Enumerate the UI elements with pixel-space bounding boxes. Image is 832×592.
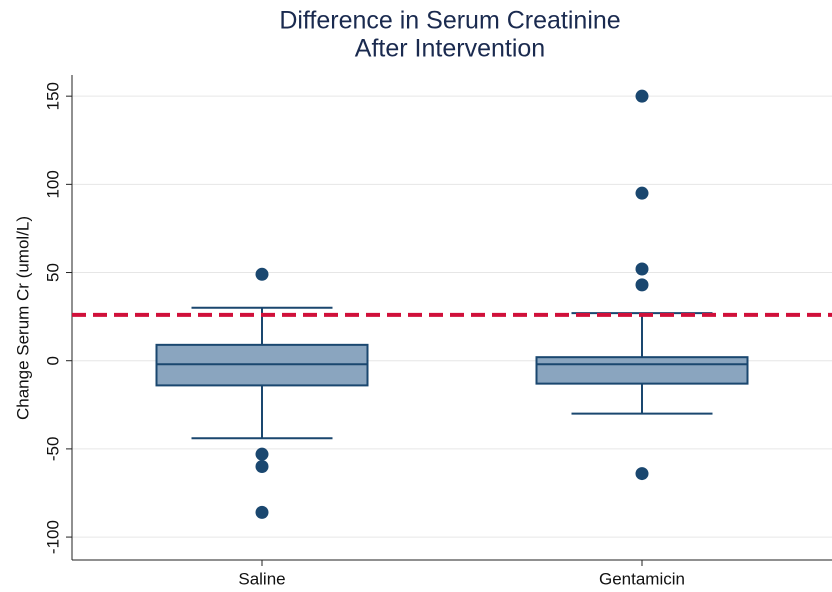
outlier: [635, 186, 649, 200]
y-tick-label: 0: [43, 356, 62, 365]
y-tick-label: -50: [43, 437, 62, 462]
box: [535, 356, 749, 385]
outlier: [635, 467, 649, 481]
outlier: [255, 460, 269, 474]
outlier: [635, 89, 649, 103]
outlier: [635, 262, 649, 276]
y-tick-label: 150: [43, 82, 62, 110]
y-tick-label: -100: [43, 520, 62, 554]
x-tick-label: Gentamicin: [599, 569, 685, 588]
outlier: [255, 267, 269, 281]
x-tick-label: Saline: [238, 569, 285, 588]
y-axis-label: Change Serum Cr (umol/L): [13, 216, 32, 420]
outlier: [255, 505, 269, 519]
chart-title: Difference in Serum Creatinine: [279, 7, 620, 35]
y-tick-label: 50: [43, 263, 62, 282]
y-tick-label: 100: [43, 170, 62, 198]
chart-title: After Intervention: [355, 35, 545, 63]
outlier: [635, 278, 649, 292]
outlier: [255, 447, 269, 461]
